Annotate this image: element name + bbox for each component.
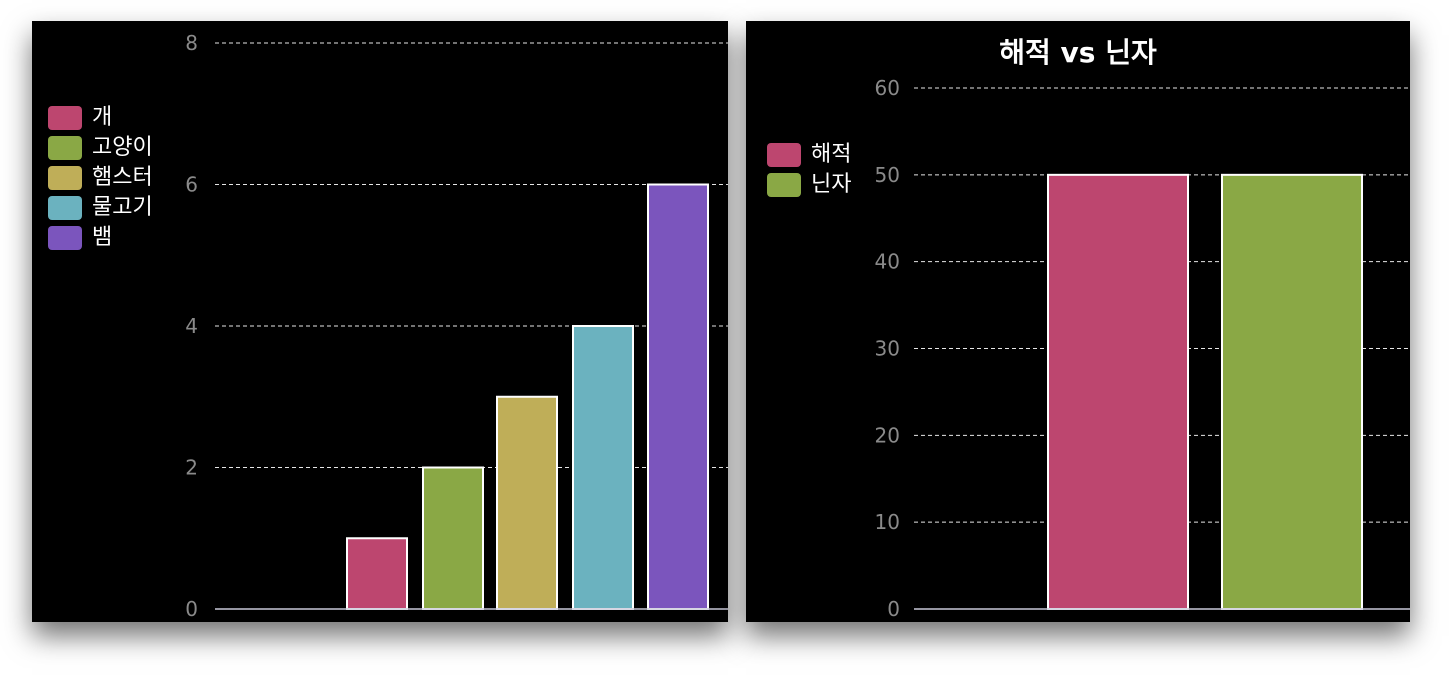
- legend-swatch: [48, 226, 82, 250]
- legend-swatch: [48, 196, 82, 220]
- chart-title: 해적 vs 닌자: [999, 36, 1157, 69]
- bar-뱀: [647, 183, 709, 610]
- legend-label: 고양이: [92, 135, 153, 160]
- legend-item: 해적: [767, 140, 851, 170]
- legend-label: 햄스터: [92, 165, 153, 190]
- y-tick-label: 0: [185, 597, 198, 621]
- y-tick-label: 40: [875, 250, 900, 274]
- y-tick-label: 10: [875, 510, 900, 534]
- legend-swatch: [767, 173, 801, 197]
- pets-bar-chart: 0 2 4 6 8: [185, 31, 728, 621]
- y-tick-label: 60: [875, 76, 900, 100]
- bar-햄스터: [496, 395, 558, 610]
- y-tick-label: 50: [875, 163, 900, 187]
- legend-item: 물고기: [48, 193, 153, 223]
- y-tick-label: 4: [185, 314, 198, 338]
- legend-label: 뱀: [92, 225, 113, 250]
- legend-label: 물고기: [92, 195, 153, 220]
- pirates-vs-ninjas-bar-chart: 0 10 20 30 40 50 60: [875, 76, 1410, 621]
- bar-해적: [1047, 173, 1189, 610]
- legend-item: 고양이: [48, 133, 153, 163]
- bar-고양이: [422, 466, 484, 610]
- y-tick-label: 8: [185, 31, 198, 55]
- legend-item: 뱀: [48, 223, 153, 253]
- legend-label: 닌자: [811, 172, 852, 197]
- legend-swatch: [48, 136, 82, 160]
- legend-swatch: [48, 166, 82, 190]
- legend-label: 해적: [811, 142, 852, 167]
- y-tick-label: 0: [887, 597, 900, 621]
- y-tick-label: 20: [875, 423, 900, 447]
- legend-item: 햄스터: [48, 163, 153, 193]
- legend-item: 개: [48, 103, 153, 133]
- y-tick-label: 30: [875, 337, 900, 361]
- legend-swatch: [767, 143, 801, 167]
- bar-물고기: [572, 325, 634, 610]
- bar-개: [346, 537, 408, 610]
- y-tick-label: 2: [185, 456, 198, 480]
- y-tick-label: 6: [185, 173, 198, 197]
- legend-label: 개: [92, 105, 113, 130]
- legend-item: 닌자: [767, 170, 851, 200]
- bar-닌자: [1221, 173, 1363, 610]
- legend-swatch: [48, 106, 82, 130]
